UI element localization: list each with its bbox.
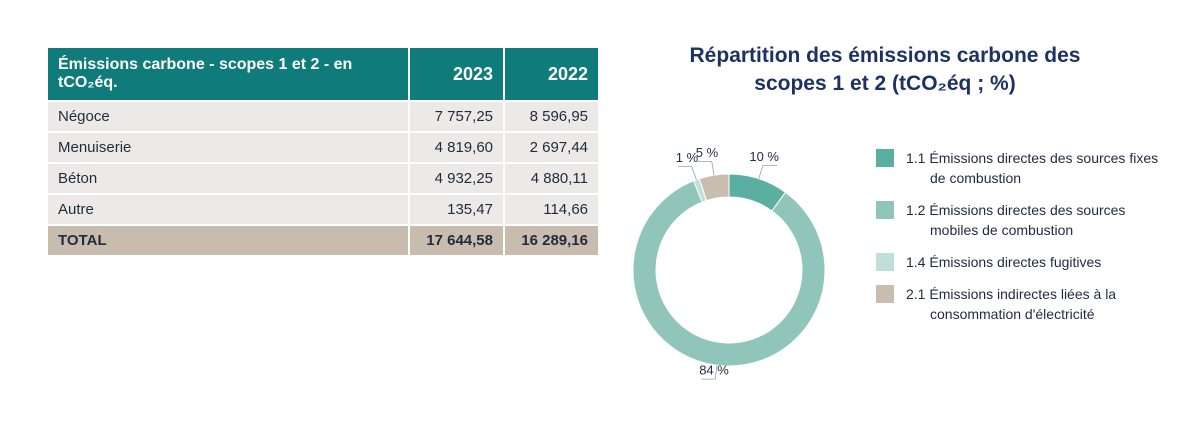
total-cell: 16 289,16 bbox=[505, 224, 600, 255]
leader-line bbox=[701, 365, 718, 380]
table-cell: Négoce bbox=[48, 100, 410, 131]
value-label: 84 % bbox=[699, 363, 729, 378]
total-cell: 17 644,58 bbox=[410, 224, 505, 255]
column-header: 2023 bbox=[410, 48, 505, 100]
table-row: Négoce 7 757,25 8 596,95 bbox=[48, 100, 600, 131]
value-label: 5 % bbox=[696, 145, 719, 160]
total-row: TOTAL 17 644,58 16 289,16 bbox=[48, 224, 600, 255]
table-cell: 114,66 bbox=[505, 193, 600, 224]
table-row: Menuiserie 4 819,60 2 697,44 bbox=[48, 131, 600, 162]
donut-slice bbox=[632, 180, 826, 367]
table-cell: 4 932,25 bbox=[410, 162, 505, 193]
table-cell: 4 819,60 bbox=[410, 131, 505, 162]
table-cell: 2 697,44 bbox=[505, 131, 600, 162]
chart-title: Répartition des émissions carbone des sc… bbox=[689, 44, 1081, 95]
total-cell: TOTAL bbox=[48, 224, 410, 255]
legend-item: 1.4 Émissions directes fugitives bbox=[876, 252, 1166, 272]
table-cell: 8 596,95 bbox=[505, 100, 600, 131]
table-cell: Autre bbox=[48, 193, 410, 224]
legend-label: 1.1 Émissions directes des sources fixes… bbox=[906, 150, 1159, 186]
leader-line bbox=[758, 164, 777, 179]
value-label: 10 % bbox=[749, 149, 779, 164]
legend: 1.1 Émissions directes des sources fixes… bbox=[876, 148, 1166, 336]
legend-label: 1.2 Émissions directes des sources mobil… bbox=[906, 202, 1126, 238]
legend-swatch bbox=[876, 253, 894, 271]
leader-line bbox=[677, 166, 697, 180]
legend-label: 1.4 Émissions directes fugitives bbox=[906, 254, 1102, 270]
table-cell: 4 880,11 bbox=[505, 162, 600, 193]
legend-swatch bbox=[876, 201, 894, 219]
legend-item: 1.2 Émissions directes des sources mobil… bbox=[876, 200, 1166, 240]
table-cell: 7 757,25 bbox=[410, 100, 505, 131]
legend-label: 2.1 Émissions indirectes liées à la cons… bbox=[906, 286, 1117, 322]
table-cell: Béton bbox=[48, 162, 410, 193]
table-row: Béton 4 932,25 4 880,11 bbox=[48, 162, 600, 193]
table-cell: 135,47 bbox=[410, 193, 505, 224]
table-cell: Menuiserie bbox=[48, 131, 410, 162]
legend-swatch bbox=[876, 285, 894, 303]
column-header: 2022 bbox=[505, 48, 600, 100]
donut-slice bbox=[698, 173, 730, 202]
header-row: Émissions carbone - scopes 1 et 2 - en t… bbox=[48, 48, 600, 100]
leader-line bbox=[697, 160, 715, 176]
legend-item: 2.1 Émissions indirectes liées à la cons… bbox=[876, 284, 1166, 324]
column-header: Émissions carbone - scopes 1 et 2 - en t… bbox=[48, 48, 410, 100]
legend-item: 1.1 Émissions directes des sources fixes… bbox=[876, 148, 1166, 188]
value-label: 1 % bbox=[676, 150, 699, 165]
emissions-table: Émissions carbone - scopes 1 et 2 - en t… bbox=[48, 48, 600, 255]
legend-swatch bbox=[876, 149, 894, 167]
table-row: Autre 135,47 114,66 bbox=[48, 193, 600, 224]
